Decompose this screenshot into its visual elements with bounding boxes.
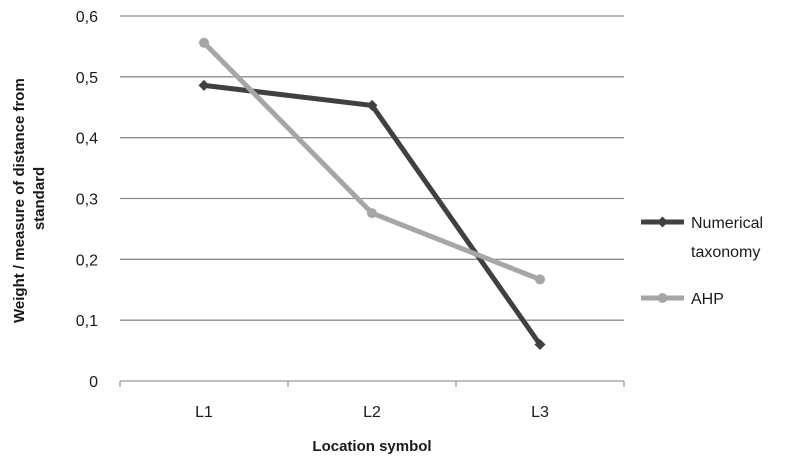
y-tick-label: 0,6 [76, 9, 98, 26]
legend-label: AHP [691, 291, 724, 308]
series-group [198, 37, 546, 350]
x-tick-label: L1 [195, 404, 213, 421]
y-tick-labels: 0 0,1 0,2 0,3 0,4 0,5 0,6 [76, 9, 98, 391]
series-line [202, 41, 541, 282]
x-tick-labels: L1 L2 L3 [119, 381, 625, 421]
data-point [535, 274, 545, 285]
y-axis-title-line-2: standard [31, 167, 48, 230]
x-tick-label: L3 [531, 404, 549, 421]
legend-marker [657, 216, 668, 228]
y-tick-label: 0 [89, 374, 98, 391]
data-point [534, 339, 546, 350]
gridlines [120, 15, 624, 382]
data-point [199, 37, 209, 48]
legend-marker [657, 293, 668, 303]
x-axis-title: Location symbol [312, 438, 431, 455]
data-point [198, 79, 210, 91]
y-tick-label: 0,5 [76, 70, 98, 87]
x-tick-label: L2 [363, 404, 381, 421]
legend: Numerical taxonomy AHP [641, 215, 763, 308]
data-point [367, 208, 377, 219]
legend-label: Numerical [691, 215, 763, 232]
y-tick-label: 0,1 [76, 313, 98, 330]
y-axis-title-line-1: Weight / measure of distance from [11, 78, 28, 323]
data-point [366, 99, 378, 111]
legend-label: taxonomy [691, 244, 760, 261]
y-tick-label: 0,4 [76, 131, 98, 148]
y-tick-label: 0,3 [76, 192, 98, 209]
y-tick-label: 0,2 [76, 252, 98, 269]
y-axis-title: Weight / measure of distance from standa… [11, 74, 48, 323]
